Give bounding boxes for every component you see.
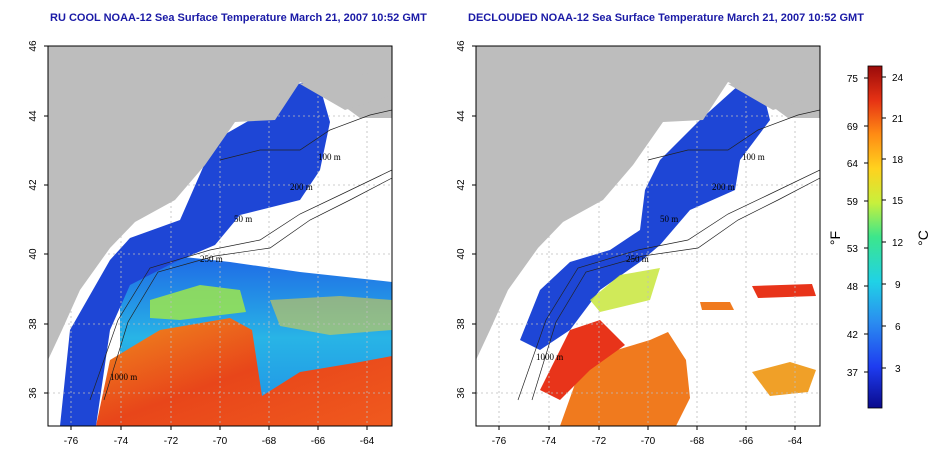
left-map: 100 m 200 m 50 m 250 m 1000 m -76 -74 -7… [28,40,393,447]
left-lat-label-44: 44 [28,110,39,122]
colorbar-gradient [867,65,883,409]
colorbar-f-42: 42 [847,330,859,341]
left-grid [48,46,392,426]
right-lon-label-74: -74 [542,436,557,447]
left-isobaths [89,109,392,401]
colorbar-c-24: 24 [892,73,904,84]
left-lon-label-72: -72 [164,436,179,447]
left-lat-label-38: 38 [28,318,39,330]
left-lat-label-40: 40 [28,248,39,260]
left-lat-label-46: 46 [28,40,39,52]
colorbar-c-21: 21 [892,114,904,125]
right-map: 100 m 200 m 50 m 250 m 1000 m -76 -74 -7… [456,40,821,447]
right-label-200m: 200 m [712,182,735,192]
left-label-200m: 200 m [290,182,313,192]
colorbar-f-75: 75 [847,74,859,85]
right-warm-streak [752,284,816,298]
right-lon-label-76: -76 [492,436,507,447]
right-isobaths [517,109,820,401]
colorbar-c-9: 9 [895,280,901,291]
colorbar-c-6: 6 [895,322,901,333]
right-label-1000m: 1000 m [536,352,563,362]
left-label-50m: 50 m [234,214,252,224]
right-lon-label-72: -72 [592,436,607,447]
left-lon-label-74: -74 [114,436,129,447]
right-map-title: DECLOUDED NOAA-12 Sea Surface Temperatur… [468,12,864,24]
left-lon-label-70: -70 [213,436,228,447]
colorbar-f-69: 69 [847,122,859,133]
left-lon-label-64: -64 [360,436,375,447]
right-lon-label-66: -66 [739,436,754,447]
right-lat-label-46: 46 [456,40,467,52]
left-gulf-stream [96,318,392,426]
colorbar-tick-marks [864,76,886,373]
left-lat-label-42: 42 [28,179,39,191]
right-tick-marks [472,45,796,430]
left-tick-marks [44,45,368,430]
right-lat-label-38: 38 [456,318,467,330]
left-map-title: RU COOL NOAA-12 Sea Surface Temperature … [50,12,427,24]
right-lon-label-68: -68 [690,436,705,447]
left-lon-label-68: -68 [262,436,277,447]
right-nova-scotia [728,70,820,110]
colorbar-c-18: 18 [892,155,904,166]
right-label-250m: 250 m [626,254,649,264]
left-eddy [270,296,392,335]
right-label-100m: 100 m [742,152,765,162]
right-eddy-east [752,362,816,396]
colorbar-celsius-label: °C [915,230,931,246]
right-lat-label-36: 36 [456,387,467,399]
right-lat-label-42: 42 [456,179,467,191]
left-lat-label-36: 36 [28,387,39,399]
left-lon-label-76: -76 [64,436,79,447]
left-label-250m: 250 m [200,254,223,264]
colorbar-c-12: 12 [892,238,904,249]
left-shelf-water [60,80,330,426]
right-gulf-stream-edge [540,320,625,400]
right-label-50m: 50 m [660,214,678,224]
right-warm-patch [700,302,734,310]
right-lat-label-44: 44 [456,110,467,122]
colorbar-c-15: 15 [892,196,904,207]
colorbar-f-59: 59 [847,197,859,208]
left-land [48,46,392,360]
right-lon-label-70: -70 [641,436,656,447]
left-nova-scotia [300,70,392,110]
right-gulf-stream-core [560,332,690,426]
colorbar-fahrenheit-label: °F [827,231,843,245]
left-lon-label-66: -66 [311,436,326,447]
right-grid [476,46,820,426]
colorbar-f-64: 64 [847,159,859,170]
right-lat-label-40: 40 [456,248,467,260]
left-warm-filament [150,285,246,320]
colorbar-c-3: 3 [895,364,901,375]
right-shelf-water [520,80,770,350]
right-lon-label-64: -64 [788,436,803,447]
right-warm-filament [590,268,660,312]
colorbar-f-48: 48 [847,282,859,293]
colorbar-f-37: 37 [847,368,859,379]
left-label-1000m: 1000 m [110,372,137,382]
left-label-100m: 100 m [318,152,341,162]
colorbar-f-53: 53 [847,244,859,255]
colorbar: 75 69 64 59 53 48 42 37 24 21 18 15 12 9… [827,65,931,409]
right-land [476,46,820,360]
